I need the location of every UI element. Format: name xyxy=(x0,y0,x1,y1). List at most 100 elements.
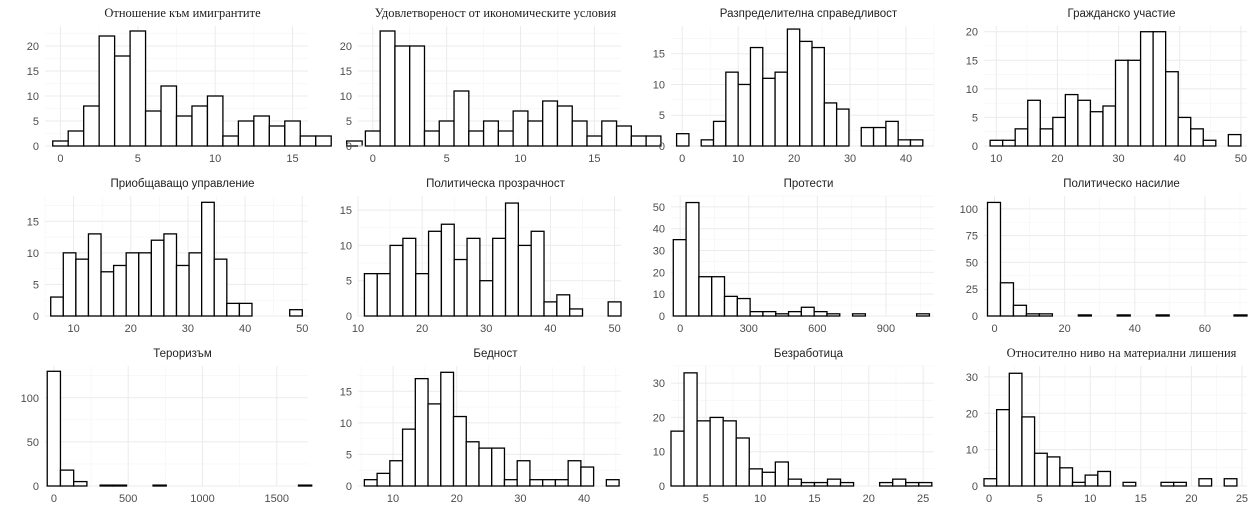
histogram-bar xyxy=(723,295,738,317)
x-tick-label: 50 xyxy=(296,323,308,335)
y-tick-label: 20 xyxy=(653,412,665,424)
gridlines xyxy=(984,196,1247,317)
histogram-bar xyxy=(363,272,378,317)
histogram-bar xyxy=(479,280,494,317)
x-tick-label: 10 xyxy=(352,323,364,335)
histogram-bar xyxy=(376,472,391,487)
histogram-bar xyxy=(315,135,332,147)
panel-title: Гражданско участие xyxy=(1068,8,1176,20)
x-tick-label: 40 xyxy=(900,153,912,165)
y-tick-label: 15 xyxy=(27,216,39,228)
y-tick-label: 5 xyxy=(346,276,352,288)
y-tick-label: 0 xyxy=(972,141,978,153)
x-tick-label: 500 xyxy=(119,493,137,505)
histogram-bar xyxy=(188,252,203,317)
y-tick-label: 30 xyxy=(653,378,665,390)
histogram-bar xyxy=(748,468,763,487)
histogram-bar xyxy=(749,46,764,147)
histogram-bar xyxy=(1173,481,1187,487)
bars xyxy=(364,30,662,147)
x-tick-label: 30 xyxy=(1112,153,1124,165)
histogram-panel-11: Безработица 5 10 15 20 25 0 10 20 30 xyxy=(653,348,934,505)
x-tick-label: 40 xyxy=(1129,323,1141,335)
histogram-bar xyxy=(1116,314,1131,317)
histogram-bar xyxy=(909,139,924,147)
histogram-panel-7: Протести 0 300 600 900 0 10 20 30 40 50 xyxy=(653,178,934,335)
histogram-bar xyxy=(1127,59,1142,147)
y-tick-label: 10 xyxy=(340,240,352,252)
x-tick-label: 20 xyxy=(416,323,428,335)
histogram-bar xyxy=(468,130,485,147)
histogram-bar xyxy=(892,478,907,487)
x-tick-label: 50 xyxy=(608,323,620,335)
histogram-bar xyxy=(453,90,470,147)
histogram-bar xyxy=(1227,133,1242,147)
histogram-bar xyxy=(1059,467,1074,487)
histogram-bar xyxy=(482,120,500,147)
y-tick-label: 0 xyxy=(659,141,665,153)
histogram-bar xyxy=(465,441,480,487)
histogram-bar xyxy=(800,306,815,317)
histogram-bar xyxy=(800,481,816,487)
histogram-bar xyxy=(607,301,622,317)
histogram-bar xyxy=(762,77,776,147)
x-tick-label: 30 xyxy=(514,493,526,505)
x-tick-label: 40 xyxy=(578,493,590,505)
x-tick-label: 1000 xyxy=(190,493,214,505)
histogram-bar xyxy=(567,460,582,487)
histogram-panel-4: Гражданско участие 10 20 30 40 50 0 5 10 15 20 xyxy=(966,8,1247,165)
y-tick-label: 0 xyxy=(972,311,978,323)
y-tick-label: 10 xyxy=(966,84,978,96)
histogram-bar xyxy=(823,102,838,147)
histogram-bar xyxy=(885,120,899,147)
histogram-bar xyxy=(163,233,178,317)
histogram-bar xyxy=(389,244,404,317)
x-tick-label: 1500 xyxy=(265,493,289,505)
histogram-bar xyxy=(492,237,507,317)
histogram-bar xyxy=(670,430,685,487)
histogram-bar xyxy=(725,71,739,147)
y-tick-label: 10 xyxy=(27,248,39,260)
x-tick-label: 15 xyxy=(588,153,600,165)
histogram-bar xyxy=(1071,481,1086,487)
x-tick-label: 10 xyxy=(209,153,221,165)
x-tick-label: 5 xyxy=(1037,493,1043,505)
histogram-panel-1: Отношение към имигрантите 0 5 10 15 0 5 10 15 20 xyxy=(27,6,363,165)
histogram-panel-10: Бедност 10 20 30 40 0 5 10 15 xyxy=(340,348,621,505)
histogram-bar xyxy=(1152,31,1167,147)
histogram-bar xyxy=(897,139,912,147)
y-tick-label: 30 xyxy=(966,372,978,384)
histogram-bar xyxy=(50,296,64,317)
histogram-bar xyxy=(542,479,557,487)
histogram-bar xyxy=(761,471,776,487)
histogram-bar xyxy=(737,83,752,147)
histogram-bar xyxy=(774,461,790,487)
y-tick-label: 40 xyxy=(653,224,665,236)
histogram-bar xyxy=(1038,313,1054,317)
histogram-bar xyxy=(1233,314,1248,317)
y-tick-label: 20 xyxy=(27,41,39,53)
histogram-bar xyxy=(709,416,724,487)
histogram-bar xyxy=(722,420,737,487)
bars xyxy=(672,201,931,317)
y-tick-label: 0 xyxy=(33,481,39,493)
y-tick-label: 10 xyxy=(653,79,665,91)
x-tick-label: 0 xyxy=(991,323,997,335)
histogram-bar xyxy=(113,55,131,147)
histogram-bar xyxy=(409,45,426,147)
histogram-bar xyxy=(237,120,255,147)
histogram-bar xyxy=(712,120,727,147)
y-tick-label: 50 xyxy=(27,437,39,449)
histogram-bar xyxy=(775,313,790,317)
gridlines xyxy=(45,366,308,487)
histogram-bar xyxy=(112,484,128,487)
histogram-bar xyxy=(1021,416,1036,487)
x-tick-label: 20 xyxy=(451,493,463,505)
histogram-bar xyxy=(556,105,573,147)
histogram-panel-3: Разпределителна справедливост 0 10 20 30 40 0 5… xyxy=(653,8,935,165)
x-tick-label: 30 xyxy=(182,323,194,335)
x-tick-label: 5 xyxy=(135,153,141,165)
histogram-bar xyxy=(1198,478,1213,487)
y-tick-label: 5 xyxy=(346,449,352,461)
histogram-bar xyxy=(826,478,842,487)
